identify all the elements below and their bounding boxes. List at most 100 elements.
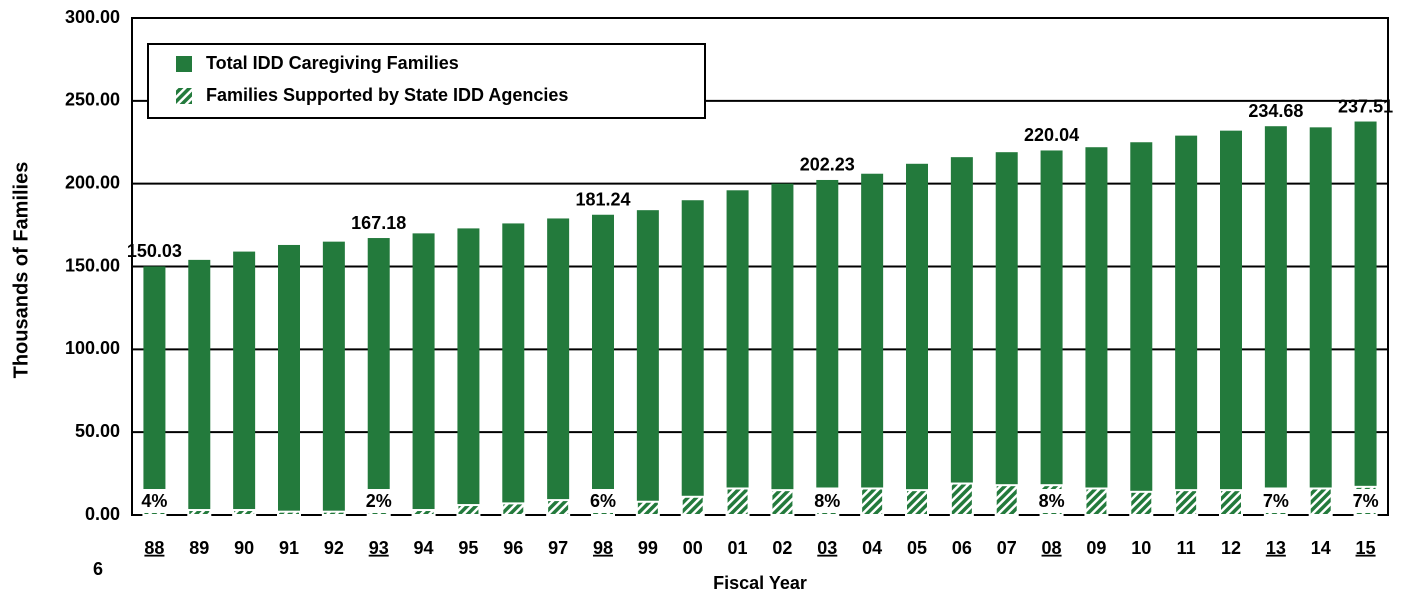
bar [1220, 130, 1242, 516]
share-label-box [1255, 489, 1296, 513]
x-tick-label: 94 [414, 538, 434, 558]
bar-hatched [546, 499, 571, 516]
bar [1130, 142, 1153, 515]
share-label-box [583, 489, 623, 513]
y-axis-label: Thousands of Families [10, 162, 32, 379]
x-tick-label: 09 [1086, 538, 1106, 558]
bar [995, 152, 1018, 515]
x-tick-label: 11 [1177, 538, 1196, 558]
y-tick-label: 300.00 [65, 7, 120, 27]
bar-hatched [1308, 487, 1333, 517]
bar [681, 200, 704, 515]
legend-swatch [176, 88, 192, 104]
value-label: 234.68 [1248, 101, 1303, 121]
x-tick-label: 12 [1221, 538, 1241, 558]
x-tick-label: 04 [862, 538, 882, 558]
bar [1309, 127, 1332, 515]
x-tick-label: 88 [144, 538, 164, 558]
value-label: 220.04 [1024, 125, 1079, 145]
x-tick-label: 15 [1356, 538, 1376, 558]
x-tick-label: 96 [503, 538, 523, 558]
bar [771, 183, 794, 515]
x-tick-label: 08 [1042, 538, 1062, 558]
bar [950, 157, 973, 515]
y-tick-label: 200.00 [65, 172, 120, 192]
y-tick-label: 100.00 [65, 338, 120, 358]
x-tick-label: 02 [772, 538, 792, 558]
bar-hatched [725, 487, 750, 517]
share-label-box [134, 489, 175, 513]
bar-hatched [187, 509, 212, 516]
bar [861, 173, 884, 515]
share-label-box [358, 489, 399, 513]
x-tick-label: 90 [234, 538, 254, 558]
x-tick-label: 03 [817, 538, 837, 558]
x-tick-label: 00 [683, 538, 703, 558]
y-tick-label: 150.00 [65, 255, 120, 275]
bar-hatched [1129, 490, 1154, 517]
bar [592, 214, 614, 515]
bar [1175, 135, 1198, 515]
bar [547, 218, 570, 515]
share-label: 2% [366, 491, 392, 511]
share-label: 7% [1353, 491, 1379, 511]
x-tick-label: 99 [638, 538, 658, 558]
bar [233, 251, 256, 515]
bar [726, 190, 749, 515]
bar [322, 241, 345, 515]
bar [636, 210, 659, 515]
bar [1040, 150, 1063, 515]
bar-hatched [860, 487, 885, 517]
bar [1264, 126, 1287, 515]
legend-swatch [176, 56, 192, 72]
y-tick-label: 50.00 [75, 421, 120, 441]
x-tick-label: 07 [997, 538, 1017, 558]
bar-hatched [1174, 489, 1199, 516]
bar-hatched [1219, 489, 1243, 516]
bar-hatched [321, 510, 346, 517]
legend-label: Total IDD Caregiving Families [206, 53, 459, 73]
x-tick-label: 10 [1131, 538, 1151, 558]
page-number: 6 [93, 559, 103, 579]
bar [816, 179, 839, 516]
bar-hatched [905, 489, 929, 516]
bar-hatched [501, 502, 526, 516]
share-label: 8% [814, 491, 840, 511]
bar [457, 228, 480, 515]
x-tick-label: 13 [1266, 538, 1286, 558]
share-label-box [807, 489, 848, 513]
legend-box [147, 43, 706, 119]
bar-hatched [949, 482, 974, 517]
bar-hatched [232, 509, 257, 516]
value-label: 167.18 [351, 213, 406, 233]
x-tick-label: 95 [458, 538, 478, 558]
bar [367, 238, 390, 516]
x-tick-label: 93 [369, 538, 389, 558]
x-tick-label: 89 [189, 538, 209, 558]
bar-hatched [680, 495, 705, 517]
value-label: 181.24 [575, 189, 630, 209]
y-tick-label: 250.00 [65, 90, 120, 110]
x-tick-label: 91 [279, 538, 299, 558]
bar [502, 223, 525, 515]
bar-hatched [770, 489, 795, 516]
bar [278, 244, 300, 516]
bar-hatched [1084, 487, 1109, 517]
share-label: 4% [141, 491, 167, 511]
bar [143, 266, 166, 515]
bar [412, 233, 435, 515]
legend-label: Families Supported by State IDD Agencies [206, 85, 568, 105]
y-tick-label: 0.00 [85, 504, 120, 524]
x-tick-label: 97 [548, 538, 568, 558]
x-tick-label: 06 [952, 538, 972, 558]
x-tick-label: 92 [324, 538, 344, 558]
share-label: 7% [1263, 491, 1289, 511]
x-tick-label: 14 [1311, 538, 1331, 558]
share-label: 8% [1039, 491, 1065, 511]
x-tick-label: 05 [907, 538, 927, 558]
bar-hatched [456, 504, 481, 516]
share-label-box [1345, 489, 1386, 513]
bar-hatched [411, 509, 436, 516]
bar-hatched [994, 484, 1019, 516]
